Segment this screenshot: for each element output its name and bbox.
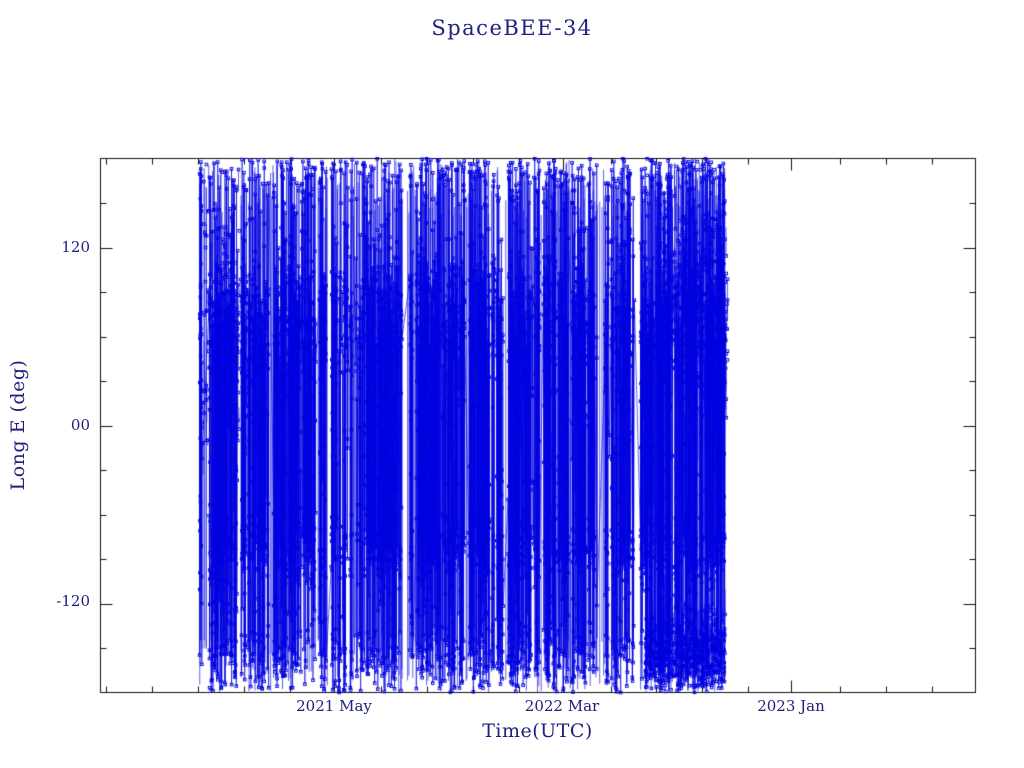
x-tick-label-2021-may: 2021 May — [296, 697, 372, 715]
x-axis-label: Time(UTC) — [482, 720, 593, 742]
x-tick-label-2023-jan: 2023 Jan — [757, 697, 825, 715]
y-tick-label-120: 120 — [61, 238, 90, 256]
x-tick-label-2022-mar: 2022 Mar — [524, 697, 600, 715]
chart-title: SpaceBEE-34 — [431, 16, 593, 40]
y-tick-label-00: 00 — [70, 416, 90, 434]
y-tick-label-neg120: -120 — [56, 592, 90, 610]
